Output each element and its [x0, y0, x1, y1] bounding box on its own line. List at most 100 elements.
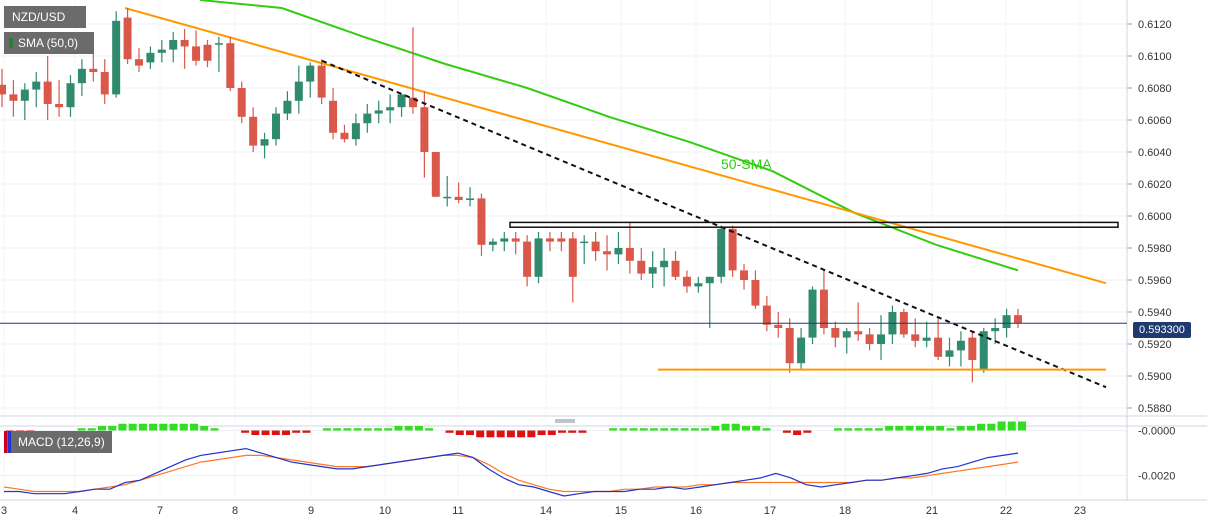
- candle-body: [557, 238, 566, 242]
- candle-body: [214, 43, 223, 45]
- macd-histogram-bar: [333, 428, 342, 431]
- macd-histogram-bar: [149, 423, 158, 431]
- resistance-trendline: [124, 7, 1107, 285]
- candle-body: [374, 110, 383, 114]
- macd-tick-label: -0.0000: [1138, 426, 1175, 438]
- candle-body: [317, 65, 326, 98]
- candles: [0, 8, 1022, 383]
- macd-histogram-bar: [241, 430, 250, 433]
- y-tick-label: 0.6120: [1138, 19, 1172, 31]
- macd-histogram-bar: [609, 428, 618, 431]
- macd-histogram-bar: [762, 428, 771, 431]
- candle-body: [819, 289, 828, 328]
- candle-body: [682, 276, 691, 287]
- x-tick-label: 23: [1074, 505, 1086, 517]
- macd-histogram-bar: [915, 426, 924, 431]
- macd-histogram-bar: [108, 426, 117, 431]
- macd-histogram-bar: [496, 430, 505, 438]
- candle-body: [922, 337, 931, 341]
- macd-histogram-bar: [179, 423, 188, 431]
- macd-histogram-bar: [834, 428, 842, 431]
- macd-histogram-bar: [353, 428, 362, 431]
- sma-color-swatch: [9, 38, 13, 48]
- macd-histogram-bar: [251, 430, 260, 436]
- y-tick-label: 0.6020: [1138, 179, 1172, 191]
- macd-line: [4, 447, 1019, 497]
- macd-histogram-bar: [87, 428, 96, 431]
- macd-color-swatch-blue: [8, 431, 11, 453]
- candle-body: [534, 238, 543, 277]
- candle-body: [9, 94, 18, 101]
- macd-histogram-bar: [660, 428, 669, 431]
- candle-body: [55, 104, 64, 108]
- macd-histogram-bar: [394, 426, 403, 431]
- candle-body: [797, 337, 806, 364]
- macd-histogram-bar: [690, 428, 699, 431]
- candle-body: [660, 260, 669, 268]
- macd-histogram-bar: [844, 428, 853, 431]
- macd-histogram-bar: [782, 430, 791, 433]
- y-tick-label: 0.6040: [1138, 147, 1172, 159]
- candle-body: [911, 334, 920, 341]
- sma-indicator-badge[interactable]: SMA (50,0): [4, 32, 94, 54]
- dotted-trendline: [321, 59, 1107, 389]
- x-tick-label: 21: [926, 505, 938, 517]
- y-tick-label: 0.5920: [1138, 339, 1172, 351]
- macd-histogram-bar: [997, 421, 1006, 431]
- candle-body: [545, 238, 554, 242]
- macd-color-swatch-red: [4, 431, 7, 453]
- price-plot-area: [0, 0, 1127, 416]
- macd-histogram-bar: [466, 430, 474, 436]
- macd-histogram-bar: [650, 428, 658, 431]
- macd-indicator-badge[interactable]: MACD (12,26,9): [4, 431, 112, 453]
- candle-body: [831, 328, 840, 338]
- pair-badge[interactable]: NZD/USD: [4, 6, 86, 28]
- candle-body: [192, 46, 201, 61]
- y-tick-label: 0.6000: [1138, 211, 1172, 223]
- candle-body: [740, 270, 749, 280]
- y-tick-label: 0.5960: [1138, 275, 1172, 287]
- candle-body: [89, 68, 98, 72]
- x-tick-label: 7: [157, 505, 163, 517]
- candle-body: [603, 251, 612, 255]
- macd-histogram-bar: [425, 428, 434, 431]
- candle-body: [500, 238, 509, 242]
- macd-histogram-bar: [956, 426, 965, 431]
- y-tick-label: 0.5880: [1138, 403, 1172, 415]
- candle-body: [728, 228, 737, 271]
- candle-body: [112, 20, 121, 95]
- sma-badge-label: SMA (50,0): [18, 36, 79, 50]
- candle-body: [283, 100, 292, 114]
- candle-body: [32, 81, 41, 90]
- macd-histogram-bar: [506, 430, 515, 438]
- macd-histogram-bar: [547, 430, 556, 436]
- candle-body: [77, 68, 86, 84]
- macd-histogram-bar: [701, 428, 710, 431]
- candle-body: [43, 81, 52, 104]
- overlay-lines: [124, 0, 1107, 285]
- macd-histogram-bar: [537, 430, 546, 436]
- x-tick-label: 14: [540, 505, 552, 517]
- overlay-top: [0, 59, 1127, 389]
- candle-body: [568, 238, 577, 277]
- grid-lines: [0, 0, 1207, 501]
- macd-histogram-bar: [711, 426, 720, 431]
- x-tick-label: 4: [72, 505, 78, 517]
- macd-histogram-bar: [752, 426, 761, 431]
- macd-histogram-bar: [98, 426, 106, 431]
- candle-body: [1014, 315, 1022, 324]
- macd-histogram-bar: [404, 426, 413, 431]
- macd-histogram-bar: [1018, 421, 1026, 431]
- macd-histogram-bar: [527, 430, 536, 438]
- macd-tick-label: -0.0020: [1138, 471, 1175, 483]
- macd-histogram-bar: [742, 426, 750, 431]
- candle-body: [865, 334, 874, 344]
- candle-body: [614, 248, 623, 255]
- macd-badge-label: MACD (12,26,9): [18, 435, 105, 449]
- macd-histogram-bar: [578, 430, 587, 433]
- candle-body: [991, 328, 1000, 332]
- candle-body: [671, 260, 680, 277]
- candle-body: [363, 113, 372, 124]
- candle-body: [591, 241, 600, 252]
